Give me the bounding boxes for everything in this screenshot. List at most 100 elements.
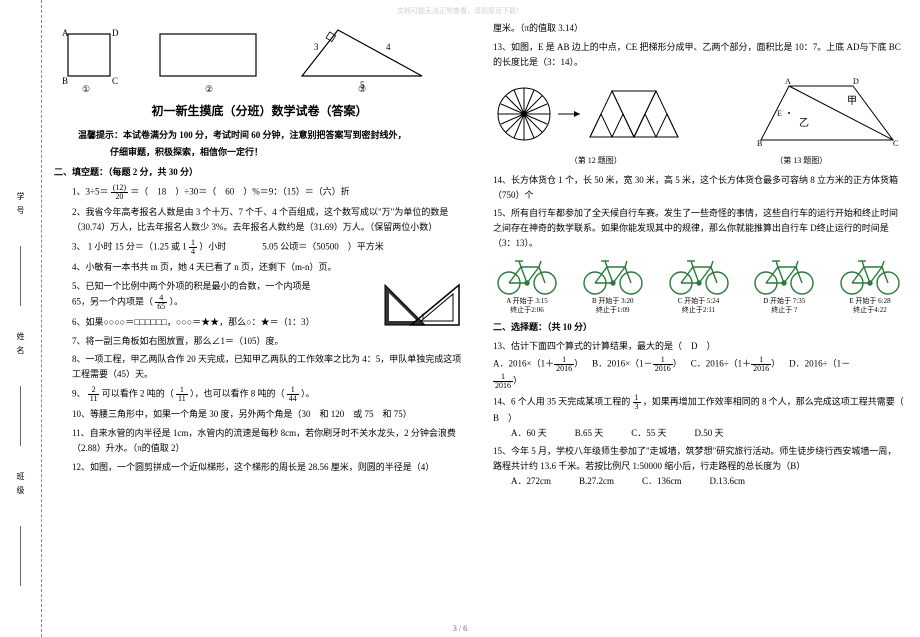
side-4: 4 <box>386 42 391 52</box>
vC: C <box>893 139 898 148</box>
c15-b: B.27.2cm <box>579 474 614 489</box>
bike-e-s: 开始于 6:28 <box>855 297 890 305</box>
q7: 7、将一副三角板如右图放置，那么∠1＝（105）度。 <box>72 334 465 349</box>
gutter-label-id: 学号 <box>15 192 26 220</box>
c15-choices: A．272cm B.27.2cm C．136cm D.13.6cm <box>511 474 904 489</box>
c14-f: 13 <box>633 394 641 411</box>
q15: 15、所有自行车都参加了全天候自行车赛。发生了一些奇怪的事情，这些自行车的运行开… <box>493 206 904 251</box>
bike-icon <box>665 255 733 295</box>
q1-pre: 1、3÷5＝ <box>72 187 108 197</box>
q9-post: ）。 <box>301 389 315 399</box>
vB: B <box>757 139 762 148</box>
q2: 2、我省今年高考报名人数是由 3 个十万、7 个千、4 个百组成，这个数写成以"… <box>72 205 465 235</box>
c14-b: B.65 天 <box>575 426 604 441</box>
q5-l2: 65，另一个内项是（ <box>72 296 153 306</box>
q5: 1 5、已知一个比例中两个外项的积是最小的合数，一个内项是 65，另一个内项是（… <box>72 279 465 311</box>
side-3: 3 <box>314 42 319 52</box>
cap-13: （第 13 题图） <box>775 154 827 167</box>
gutter-line <box>20 526 21 586</box>
bike-e-e: 终止于4:22 <box>836 306 904 314</box>
bike-b-e: 终止于1:09 <box>579 306 647 314</box>
c13-af: 12016 <box>554 356 574 373</box>
q5-post: ）。 <box>170 296 184 306</box>
gutter-line <box>20 386 21 446</box>
watermark: 文档可能无法正常查看，请到原页下载！ <box>397 6 523 16</box>
c14: 14、6 个人用 35 天完成某项工程的 13 ，如果再增加工作效率相同的 8 … <box>493 394 904 441</box>
right-column: 厘米。（π的值取 3.14） 13、如图，E 是 AB 边上的中点，CE 把梯形… <box>481 0 920 637</box>
bike-icon <box>836 255 904 295</box>
page-number: 3 / 6 <box>453 624 467 633</box>
q9: 9、 211 可以看作 2 吨的（ 111 ），也可以看作 8 吨的（ 144 … <box>72 386 465 403</box>
label-yi: 乙 <box>799 117 809 129</box>
vertex-a: A <box>62 28 69 38</box>
vertex-c: C <box>112 76 118 86</box>
hint-line-1: 温馨提示：本试卷满分为 100 分，考试时间 60 分钟，注意别把答案写到密封线… <box>78 128 465 143</box>
c14-a: A．60 天 <box>511 426 547 441</box>
c15-stem: 15、今年 5 月，学校八年级师生参加了"走城墙，筑梦想"研究旅行活动。师生徒步… <box>493 444 904 474</box>
q10: 10、等腰三角形中，如果一个角是 30 度，另外两个角是（30 和 120 或 … <box>72 407 465 422</box>
bike-d-e: 终止于 ? <box>750 306 818 314</box>
q1-mid: ＝（ 18 ）÷30＝（ 60 ）%＝9：（15）＝（六）折 <box>130 187 349 197</box>
q3: 3、 1 小时 15 分＝（1.25 或 1 14 ）小时 5.05 公顷＝（5… <box>72 239 465 256</box>
c13: 13、估计下面四个算式的计算结果，最大的是（ D ） A．2016×（1＋120… <box>493 339 904 390</box>
q8: 8、一项工程，甲乙两队合作 20 天完成，已知甲乙两队的工作效率之比为 4：5，… <box>72 352 465 382</box>
fig-12 <box>494 79 704 149</box>
section-fill: 二、填空题：（每题 2 分，共 30 分） <box>54 165 465 180</box>
c13-bf: 12016 <box>653 356 673 373</box>
c15-d: D.13.6cm <box>710 474 746 489</box>
q3-post: ）小时 5.05 公顷＝（50500 ）平方米 <box>199 242 384 252</box>
label-jia: 甲 <box>847 96 857 107</box>
bike-d-k: D <box>763 297 768 305</box>
bike-b-s: 开始于 3:20 <box>598 297 633 305</box>
gutter-label-name: 姓名 <box>15 332 26 360</box>
bike-c-e: 终止于2:11 <box>665 306 733 314</box>
vertex-b: B <box>62 76 68 86</box>
binding-gutter: 学号 姓名 班级 <box>0 0 42 637</box>
hint-line-2: 仔细审题，积极探索，相信你一定行！ <box>110 145 465 160</box>
gutter-line <box>20 246 21 306</box>
bike-icon <box>579 255 647 295</box>
shapes-row: A D B C ① ② 3 4 5 ③ <box>54 24 465 94</box>
c13-stem: 13、估计下面四个算式的计算结果，最大的是（ D ） <box>493 339 904 354</box>
square-shape: A D B C ① <box>54 24 126 94</box>
c13-c: C．2016÷（1＋ <box>691 358 751 368</box>
bike-b-k: B <box>592 297 597 305</box>
c13-a: A．2016×（1＋ <box>493 358 554 368</box>
q12-tail: 厘米。（π的值取 3.14） <box>493 21 904 36</box>
q9-f2: 111 <box>176 386 188 403</box>
svg-text:1: 1 <box>421 312 425 321</box>
q9-f1: 211 <box>88 386 100 403</box>
exam-title: 初一新生摸底（分班）数学试卷（答案） <box>54 102 465 122</box>
bike-a: A 开始于 3:15 终止于2:06 <box>493 255 561 314</box>
bike-c-s: 开始于 5:24 <box>684 297 719 305</box>
gutter-label-class: 班级 <box>15 472 26 500</box>
q3-pre: 3、 1 小时 15 分＝（1.25 或 1 <box>72 242 187 252</box>
shape-num-2: ② <box>205 84 213 94</box>
set-square-figure: 1 <box>381 279 465 329</box>
triangle-shape: 3 4 5 ③ <box>292 24 432 94</box>
bike-e: E 开始于 6:28 终止于4:22 <box>836 255 904 314</box>
vD: D <box>853 77 859 86</box>
q9-mid2: ），也可以看作 8 吨的（ <box>190 389 285 399</box>
bike-c: C 开始于 5:24 终止于2:11 <box>665 255 733 314</box>
c14-d: D.50 天 <box>695 426 724 441</box>
c13-d: D．2016÷（1－ <box>789 358 850 368</box>
q13: 13、如图，E 是 AB 边上的中点，CE 把梯形分成甲、乙两个部分，面积比是 … <box>493 40 904 70</box>
vE: E <box>777 109 782 118</box>
q4: 4、小敏有一本书共 m 页，她 4 天已看了 n 页，还剩下（m-n）页。 <box>72 260 465 275</box>
bike-e-k: E <box>849 297 853 305</box>
figure-captions: （第 12 题图） （第 13 题图） <box>493 154 904 167</box>
q3-frac: 14 <box>189 239 197 256</box>
vA: A <box>785 77 791 86</box>
c15: 15、今年 5 月，学校八年级师生参加了"走城墙，筑梦想"研究旅行活动。师生徒步… <box>493 444 904 489</box>
vertex-d: D <box>112 28 119 38</box>
section-choice: 二、选择题：（共 10 分） <box>493 320 904 335</box>
q9-f3: 144 <box>287 386 299 403</box>
q11: 11、自来水管的内半径是 1cm，水管内的流速是每秒 8cm，若你刷牙时不关水龙… <box>72 426 465 456</box>
c14-s1: 14、6 个人用 35 天完成某项工程的 <box>493 396 630 406</box>
c13-b: B．2016×（1－ <box>592 358 653 368</box>
left-column: A D B C ① ② 3 4 5 ③ 初一新生摸底（分班）数学试卷（答案） 温… <box>42 0 481 637</box>
q14: 14、长方体货仓 1 个，长 50 米，宽 30 米，高 5 米，这个长方体货仓… <box>493 173 904 203</box>
q5-l1: 5、已知一个比例中两个外项的积是最小的合数，一个内项是 <box>72 281 311 291</box>
fig-13: A D B C E 甲 乙 <box>753 76 903 152</box>
